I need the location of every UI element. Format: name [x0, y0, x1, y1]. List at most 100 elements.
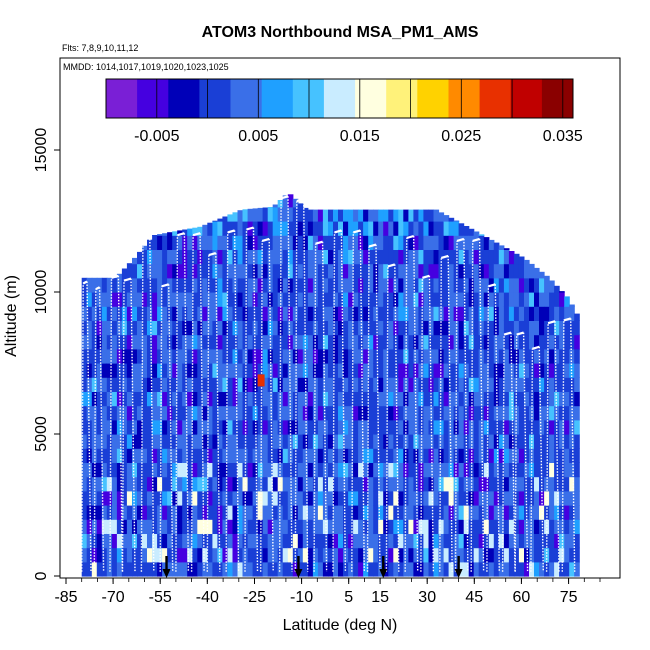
heatmap-cell	[488, 505, 495, 520]
heatmap-cell	[498, 476, 505, 492]
heatmap-cell	[282, 277, 289, 293]
heatmap-cell	[413, 519, 419, 534]
heatmap-cell	[343, 434, 349, 449]
heatmap-cell	[438, 348, 445, 364]
heatmap-cell	[232, 490, 239, 506]
heatmap-cell	[398, 377, 404, 392]
heatmap-cell	[81, 533, 88, 549]
heatmap-cell	[152, 519, 158, 534]
heatmap-cell	[373, 561, 379, 577]
heatmap-cell	[443, 561, 450, 577]
heatmap-cell	[217, 292, 223, 307]
heatmap-cell	[554, 448, 560, 463]
heatmap-cell	[222, 505, 228, 520]
x-tick-label: -55	[149, 589, 172, 606]
heatmap-cell	[232, 448, 239, 463]
heatmap-cell	[91, 391, 98, 407]
colorbar-segment	[386, 79, 418, 118]
heatmap-cell	[328, 221, 334, 236]
heatmap-cell	[448, 419, 455, 435]
heatmap-cell	[443, 505, 450, 520]
heatmap-cell	[177, 547, 183, 563]
colorbar-segment	[168, 79, 200, 118]
heatmap-cell	[152, 292, 158, 307]
heatmap-cell	[328, 405, 334, 421]
heatmap-cell	[473, 277, 480, 293]
heatmap-cell	[473, 235, 480, 250]
heatmap-cell	[534, 462, 540, 478]
heatmap-cell	[317, 249, 324, 265]
heatmap-cell	[529, 462, 535, 478]
heatmap-cell	[383, 448, 389, 463]
heatmap-cell	[287, 221, 294, 236]
heatmap-cell	[368, 249, 374, 265]
heatmap-cell	[232, 377, 239, 392]
heatmap-cell	[498, 519, 505, 534]
heatmap-cell	[272, 249, 279, 265]
heatmap-cell	[207, 235, 213, 250]
heatmap-cell	[227, 263, 233, 279]
heatmap-cell	[137, 277, 143, 293]
profile-descent	[510, 332, 516, 572]
heatmap-cell	[368, 419, 374, 435]
heatmap-cell	[101, 363, 108, 378]
heatmap-cell	[493, 519, 500, 534]
heatmap-cell	[353, 306, 359, 321]
heatmap-cell	[182, 249, 188, 265]
heatmap-cell	[152, 306, 158, 321]
heatmap-cell	[383, 462, 389, 478]
heatmap-cell	[177, 462, 183, 478]
heatmap-cell	[549, 419, 555, 435]
heatmap-cell	[508, 306, 515, 321]
heatmap-cell	[152, 235, 158, 250]
heatmap-cell	[322, 249, 329, 265]
heatmap-cell	[212, 334, 218, 350]
heatmap-cell	[393, 434, 399, 449]
heatmap-cell	[177, 533, 183, 549]
heatmap-cell	[539, 561, 545, 577]
heatmap-cell	[116, 519, 123, 534]
heatmap-cell	[126, 363, 133, 378]
heatmap-cell	[503, 505, 510, 520]
heatmap-cell	[413, 505, 419, 520]
heatmap-cell	[247, 476, 254, 492]
heatmap-cell	[513, 263, 520, 279]
heatmap-cell	[212, 348, 218, 364]
heatmap-cell	[388, 547, 394, 563]
heatmap-cell	[172, 235, 178, 250]
heatmap-cell	[358, 519, 364, 534]
heatmap-cell	[162, 547, 168, 563]
heatmap-cell	[428, 561, 435, 577]
heatmap-cell	[438, 519, 445, 534]
profile-level	[123, 277, 132, 282]
heatmap-cell	[207, 391, 213, 407]
colorbar-segment	[323, 79, 356, 118]
heatmap-cell	[287, 547, 294, 563]
heatmap-cell	[388, 235, 394, 250]
heatmap-cell	[147, 292, 153, 307]
heatmap-cell	[137, 434, 143, 449]
heatmap-cell	[162, 263, 168, 279]
heatmap-cell	[302, 207, 309, 222]
heatmap-cell	[157, 405, 163, 421]
heatmap-cell	[343, 448, 349, 463]
heatmap-cell	[343, 405, 349, 421]
heatmap-cell	[408, 490, 414, 506]
heatmap-cell	[418, 292, 424, 307]
heatmap-cell	[358, 209, 364, 222]
heatmap-cell	[312, 221, 319, 236]
heatmap-cell	[227, 448, 233, 463]
heatmap-cell	[267, 277, 274, 293]
heatmap-cell	[348, 235, 354, 250]
heatmap-cell	[212, 306, 218, 321]
heatmap-cell	[182, 348, 188, 364]
heatmap-cell	[483, 462, 490, 478]
heatmap-cell	[322, 277, 329, 293]
heatmap-cell	[282, 490, 289, 506]
heatmap-cell	[428, 476, 435, 492]
heatmap-cell	[192, 533, 198, 549]
heatmap-cell	[297, 405, 304, 421]
heatmap-cell	[508, 462, 515, 478]
heatmap-cell	[458, 547, 465, 563]
